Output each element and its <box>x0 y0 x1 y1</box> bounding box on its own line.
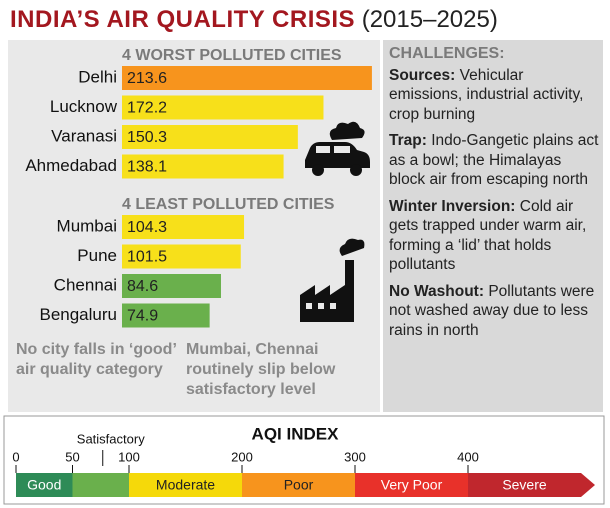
period: (2015–2025) <box>361 6 498 33</box>
category-label: Lucknow <box>50 97 118 116</box>
band-label: Severe <box>502 477 547 493</box>
title-text: INDIA’S AIR QUALITY CRISIS <box>10 6 356 33</box>
band <box>355 473 468 497</box>
band <box>129 473 242 497</box>
category-label: Bengaluru <box>39 305 117 324</box>
value-label: 138.1 <box>127 159 167 176</box>
band-label: Satisfactory <box>77 431 145 446</box>
category-label: Chennai <box>54 275 117 294</box>
challenge-text: Cold air gets trapped under warm air, fo… <box>389 197 587 274</box>
value-label: 84.6 <box>127 278 158 295</box>
category-label: Mumbai <box>57 216 117 235</box>
section-title: 4 WORST POLLUTED CITIES <box>122 47 342 64</box>
bar <box>122 125 298 149</box>
challenge: Sources: Vehicular emissions, industrial… <box>389 66 599 125</box>
factory-icon <box>300 238 365 322</box>
note: No city falls in ‘good’ air quality cate… <box>16 341 177 378</box>
category-label: Delhi <box>78 67 117 86</box>
challenge: No Washout: Pollutants were not washed a… <box>389 282 599 341</box>
challenge-label: Trap: <box>389 132 427 149</box>
tick-label: 50 <box>65 449 79 464</box>
challenge-text: Pollutants were not washed away due to l… <box>389 282 595 339</box>
band <box>242 473 355 497</box>
band-label: Moderate <box>156 477 215 493</box>
challenge-text: Indo-Gangetic plains act as a bowl; the … <box>389 132 599 188</box>
band <box>468 473 595 497</box>
value-label: 213.6 <box>127 70 167 87</box>
challenge-text: Vehicular emissions, industrial activity… <box>389 66 584 123</box>
challenge-label: Winter Inversion: <box>389 197 516 215</box>
right-panel <box>383 40 603 412</box>
category-label: Pune <box>77 246 117 265</box>
value-label: 150.3 <box>127 129 167 146</box>
title: INDIA’S AIR QUALITY CRISIS (2015–2025) <box>10 6 498 34</box>
tick-label: 300 <box>344 449 366 464</box>
value-label: 172.2 <box>127 100 167 117</box>
challenge: Winter Inversion: Cold air gets trapped … <box>389 197 599 275</box>
challenge-label: Sources: <box>389 66 456 84</box>
value-label: 104.3 <box>127 219 167 236</box>
car-icon <box>305 121 370 176</box>
tick-label: 0 <box>12 449 19 464</box>
value-label: 74.9 <box>127 308 158 325</box>
bar <box>122 95 324 120</box>
bar <box>122 66 372 90</box>
bar <box>122 244 241 269</box>
challenge: Trap: Indo-Gangetic plains act as a bowl… <box>389 131 599 190</box>
category-label: Varanasi <box>51 126 117 145</box>
tick-label: 400 <box>457 449 479 464</box>
challenges: CHALLENGES: Sources: Vehicular emissions… <box>389 44 599 347</box>
scale-title: AQI INDEX <box>252 424 340 443</box>
band-label: Very Poor <box>381 477 443 493</box>
band <box>16 473 73 497</box>
bar <box>122 274 221 298</box>
tick-label: 200 <box>231 449 253 464</box>
band-label: Poor <box>284 477 314 493</box>
section-title: 4 LEAST POLLUTED CITIES <box>122 196 335 213</box>
note: Mumbai, Chennai routinely slip below sat… <box>186 341 336 398</box>
challenges-title: CHALLENGES: <box>389 45 505 62</box>
tick-label: 100 <box>118 449 140 464</box>
bar <box>122 215 245 239</box>
category-label: Ahmedabad <box>25 156 117 175</box>
challenge-label: No Washout: <box>389 282 484 300</box>
value-label: 101.5 <box>127 249 167 266</box>
bar <box>122 154 284 179</box>
band-label: Good <box>27 477 61 493</box>
band <box>72 473 129 497</box>
bar <box>122 303 210 328</box>
